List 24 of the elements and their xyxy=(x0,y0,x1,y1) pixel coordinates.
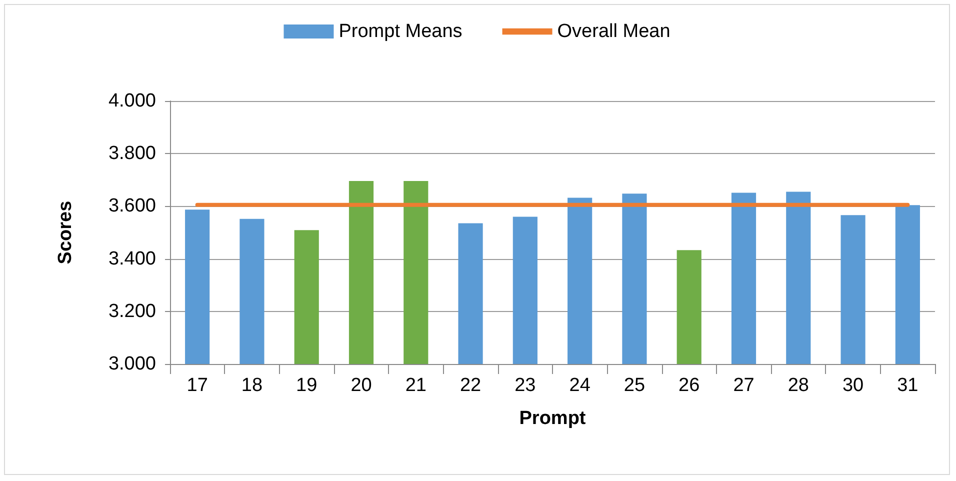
x-tick-label: 28 xyxy=(788,375,809,396)
y-tick-label: 3.000 xyxy=(108,354,156,374)
y-tick-label: 3.200 xyxy=(108,300,156,322)
y-axis-title: Scores xyxy=(55,200,76,264)
y-tick-label: 3.400 xyxy=(108,248,156,270)
x-tick-label: 23 xyxy=(514,375,536,396)
x-tick-label: 25 xyxy=(624,375,646,396)
y-tick-label: 3.600 xyxy=(108,196,156,217)
legend-label: Prompt Means xyxy=(338,21,462,42)
x-tick-label: 24 xyxy=(569,375,591,396)
x-tick-label: 27 xyxy=(733,375,754,396)
x-tick-label: 19 xyxy=(296,375,318,396)
legend-label: Overall Mean xyxy=(557,21,670,42)
x-tick-label: 17 xyxy=(186,375,208,396)
x-tick-label: 20 xyxy=(350,375,372,396)
y-tick-label: 3.800 xyxy=(108,143,156,164)
y-tick-label: 4.000 xyxy=(108,90,156,112)
x-tick-label: 22 xyxy=(460,375,482,396)
x-axis-title: Prompt xyxy=(519,408,586,429)
x-tick-label: 21 xyxy=(405,375,426,396)
x-tick-label: 18 xyxy=(241,375,263,396)
x-tick-label: 26 xyxy=(678,375,700,396)
x-tick-label: 31 xyxy=(897,375,918,396)
x-tick-label: 30 xyxy=(842,375,864,396)
